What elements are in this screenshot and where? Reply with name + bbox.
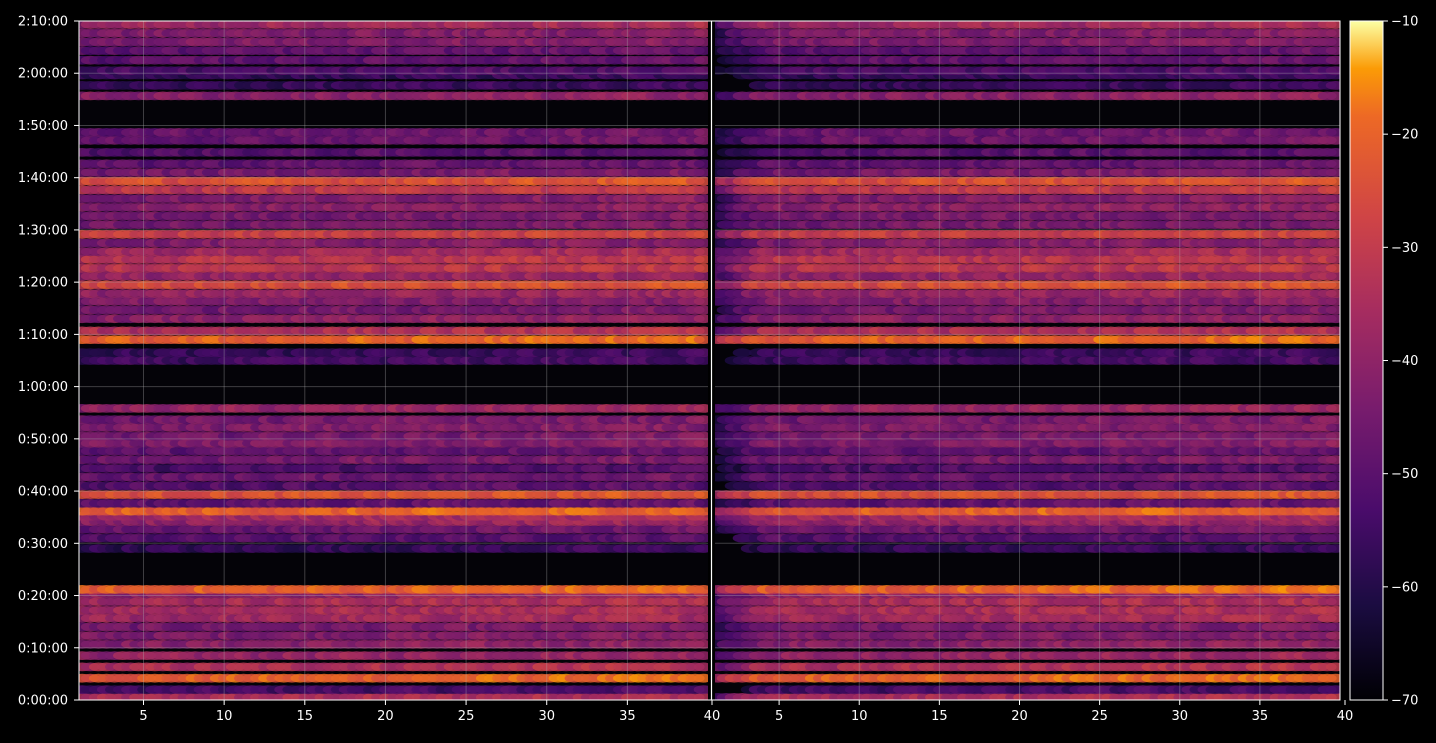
heatmap-cell [693,455,708,465]
heatmap-cell [693,662,708,672]
heatmap-cell [693,202,708,212]
heatmap-cell [693,693,708,700]
heatmap-cell [693,498,708,508]
heatmap-cell [693,37,708,47]
heatmap-cell [693,185,708,195]
heatmap-cell [693,613,708,623]
heatmap-cell [693,326,708,336]
heatmap-cell [693,464,708,473]
heatmap-cell [693,585,708,594]
heatmap-cell [693,211,708,221]
heatmap-cell [693,194,708,203]
heatmap-cell [693,525,708,534]
heatmap-cell [693,135,708,145]
heatmap-cell [693,335,708,344]
heatmap-cell [693,356,708,365]
heatmap-cell [693,289,708,298]
heatmap-cell [693,631,708,640]
heatmap-cell [693,280,708,290]
heatmap-cell [693,81,708,90]
heatmap-cell [693,404,708,413]
heatmap-cell [693,159,708,169]
heatmap-cell [693,148,708,157]
heatmap-cell [693,247,708,257]
heatmap-cell [693,481,708,491]
heatmap-cell [693,229,708,239]
heatmap-cell [693,597,708,606]
heatmap-cell [693,472,708,482]
heatmap-cell [693,271,708,281]
panel-1-cells [79,21,708,700]
heatmap-cell [693,46,708,55]
heatmap-cell [693,431,708,441]
heatmap-cell [693,651,708,660]
heatmap-cell [693,348,708,358]
heatmap-cell [693,622,708,632]
heatmap-cell [693,55,708,65]
heatmap-cell [693,91,708,101]
heatmap-cell [693,305,708,315]
heatmap-cell [693,438,708,448]
heatmap-cell [693,639,708,649]
heatmap-cell [693,415,708,425]
heatmap-cell [693,66,708,75]
heatmap-cell [693,685,708,694]
heatmap-cell [693,544,708,553]
heatmap-cell [693,490,708,499]
heatmap-cell [693,263,708,273]
heatmap-cell [693,255,708,264]
heatmap-cell [693,220,708,230]
heatmap-cell [693,296,708,306]
heatmap-cell [693,533,708,543]
heatmap-cell [693,314,708,324]
heatmap-cell [693,423,708,432]
heatmap-cell [693,506,708,516]
heatmap-cell [693,176,708,186]
heatmap-marks [79,21,1340,700]
heatmap-cell [693,238,708,248]
heatmap-cell [693,128,708,137]
heatmap-cell [693,168,708,177]
heatmap-cell [693,605,708,615]
heatmap-cell [693,673,708,683]
heatmap-cell [693,446,708,456]
